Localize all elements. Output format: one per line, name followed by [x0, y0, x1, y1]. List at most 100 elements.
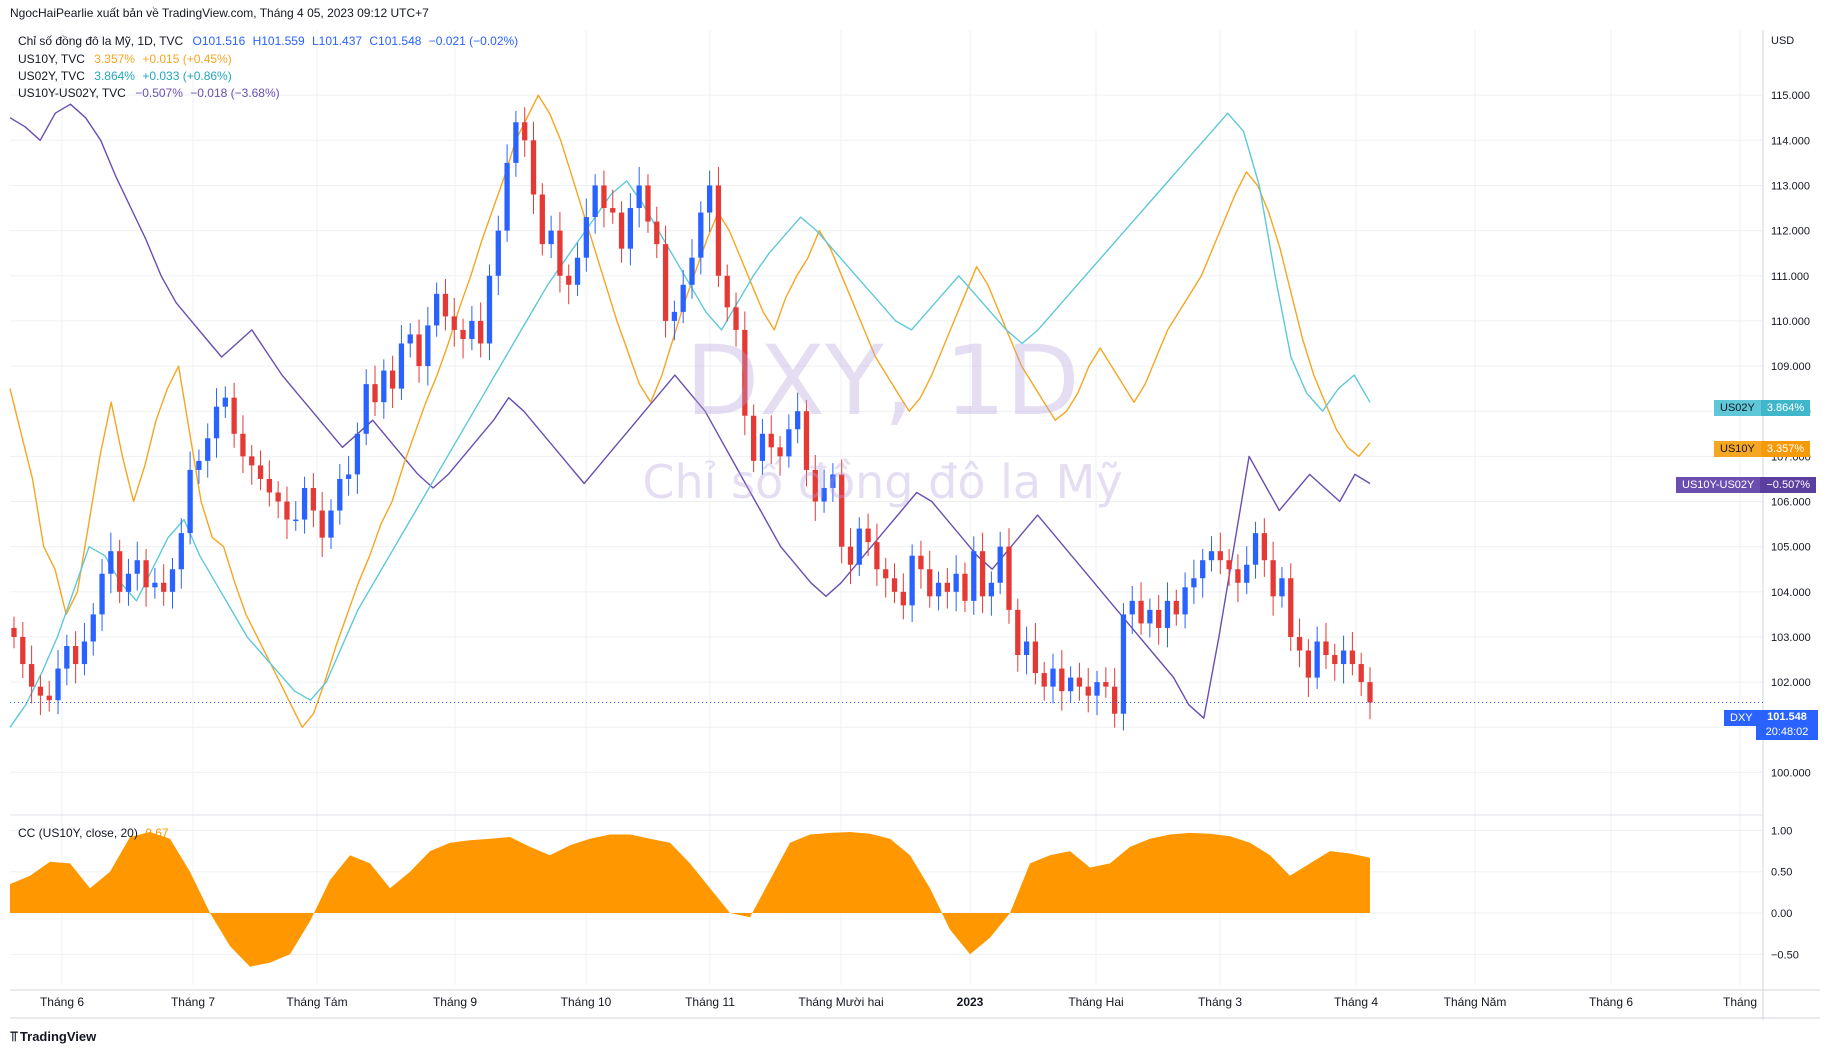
- time-tick-label: Tháng Năm: [1444, 995, 1507, 1009]
- us02y-line-path: [9, 112, 1371, 728]
- candle-body: [548, 230, 554, 245]
- legend-dxy-low: L101.437: [311, 34, 363, 48]
- candle-body: [337, 478, 343, 511]
- candle-body: [495, 230, 501, 276]
- candle-body: [1314, 641, 1320, 678]
- price-tick-label: 112.000: [1771, 226, 1810, 238]
- candle-body: [1015, 609, 1021, 656]
- candle-body: [72, 646, 79, 665]
- candle-body: [777, 447, 783, 457]
- candle-body: [319, 510, 325, 538]
- legend-us02y-change: +0.033 (+0.86%): [142, 69, 232, 83]
- candle-body: [28, 664, 35, 687]
- candle-body: [645, 185, 651, 222]
- candle-body: [1252, 533, 1259, 565]
- tag-dxy: DXY: [1724, 710, 1759, 726]
- candle-body: [1208, 551, 1215, 561]
- candle-body: [1261, 533, 1267, 561]
- candle-body: [742, 329, 748, 416]
- time-tick-label: Tháng 9: [433, 995, 477, 1009]
- candle-body: [530, 140, 537, 195]
- candle-body: [1288, 578, 1294, 637]
- tradingview-brand[interactable]: ⫪ TradingView: [10, 1028, 96, 1045]
- tag-spread-label: US10Y-US02Y: [1682, 479, 1755, 491]
- candle-body: [795, 411, 801, 430]
- candle-body: [275, 492, 281, 502]
- candle-body: [398, 343, 405, 389]
- candle-body: [1059, 668, 1065, 692]
- tag-dxy-price: 101.548 20:48:02: [1756, 710, 1818, 740]
- candle-body: [134, 560, 140, 574]
- legend-spread-name: US10Y-US02Y, TVC: [18, 86, 126, 100]
- candle-body: [266, 478, 272, 493]
- legend-us10y-change: +0.015 (+0.45%): [142, 52, 232, 66]
- legend-dxy[interactable]: Chỉ số đồng đô la Mỹ, 1D, TVC O101.516 H…: [18, 34, 522, 48]
- candle-body: [1129, 600, 1135, 615]
- candle-body: [205, 438, 211, 461]
- candle-body: [962, 573, 968, 601]
- candle-body: [1147, 609, 1153, 624]
- candle-body: [935, 582, 942, 597]
- candle-body: [434, 293, 440, 326]
- candle-body: [900, 591, 906, 606]
- time-tick-label: Tháng 4: [1334, 995, 1378, 1009]
- candle-body: [1226, 560, 1232, 570]
- price-tick-label: 102.000: [1771, 677, 1811, 689]
- candle-body: [196, 460, 202, 470]
- candle-body: [1279, 578, 1285, 597]
- candle-body: [839, 474, 845, 547]
- cc-tick-label: 1.00: [1771, 825, 1792, 837]
- time-tick-label: Tháng Tám: [286, 995, 347, 1009]
- price-tick-label: 106.000: [1771, 497, 1811, 509]
- indicator-value: 0.67: [145, 826, 169, 840]
- candle-body: [486, 275, 493, 344]
- candle-body: [574, 257, 581, 285]
- candle-body: [213, 406, 220, 439]
- grid: [10, 30, 1763, 985]
- candle-body: [971, 551, 977, 601]
- time-tick-label: Tháng 6: [1589, 995, 1633, 1009]
- brand-text: TradingView: [19, 1029, 97, 1044]
- candle-body: [328, 510, 334, 538]
- candle-body: [1085, 686, 1091, 696]
- candle-body: [504, 162, 510, 231]
- indicator-legend[interactable]: CC (US10Y, close, 20) 0.67: [18, 826, 169, 840]
- candle-body: [451, 316, 457, 330]
- candle-body: [874, 542, 880, 570]
- legend-us02y-name: US02Y, TVC: [18, 69, 85, 83]
- legend-dxy-high: H101.559: [252, 34, 305, 48]
- legend-us10y[interactable]: US10Y, TVC 3.357% +0.015 (+0.45%): [18, 52, 236, 66]
- candle-body: [557, 230, 563, 276]
- legend-us10y-name: US10Y, TVC: [18, 52, 85, 66]
- candle-body: [539, 194, 545, 245]
- candle-body: [1156, 609, 1162, 628]
- candle-body: [847, 546, 854, 565]
- tag-us02y-label: US02Y: [1720, 402, 1755, 414]
- candle-body: [812, 469, 818, 502]
- candle-body: [909, 555, 915, 606]
- legend-spread-change: −0.018 (−3.68%): [190, 86, 280, 100]
- candle-body: [1076, 677, 1083, 687]
- candle-body: [284, 501, 290, 520]
- time-tick-label: Tháng 3: [1198, 995, 1242, 1009]
- candle-body: [1041, 673, 1047, 687]
- spread-line-path: [9, 103, 1371, 719]
- candle-body: [522, 122, 528, 141]
- candle-body: [301, 487, 308, 520]
- candle-body: [293, 519, 299, 522]
- tag-us10y-value: 3.357%: [1760, 441, 1811, 457]
- legend-spread[interactable]: US10Y-US02Y, TVC −0.507% −0.018 (−3.68%): [18, 86, 284, 100]
- candle-body: [698, 212, 704, 258]
- candle-body: [478, 320, 484, 344]
- us02y-series: [9, 112, 1371, 728]
- candle-body: [389, 370, 396, 389]
- tag-us10y-label: US10Y: [1720, 443, 1755, 455]
- cc-tick-label: 0.50: [1771, 867, 1792, 879]
- time-tick-label: Tháng Hai: [1068, 995, 1123, 1009]
- price-tick-label: 100.000: [1771, 767, 1811, 779]
- candle-body: [1305, 650, 1312, 678]
- legend-us02y[interactable]: US02Y, TVC 3.864% +0.033 (+0.86%): [18, 69, 236, 83]
- candle-body: [222, 397, 228, 407]
- price-tick-label: 111.000: [1771, 271, 1809, 283]
